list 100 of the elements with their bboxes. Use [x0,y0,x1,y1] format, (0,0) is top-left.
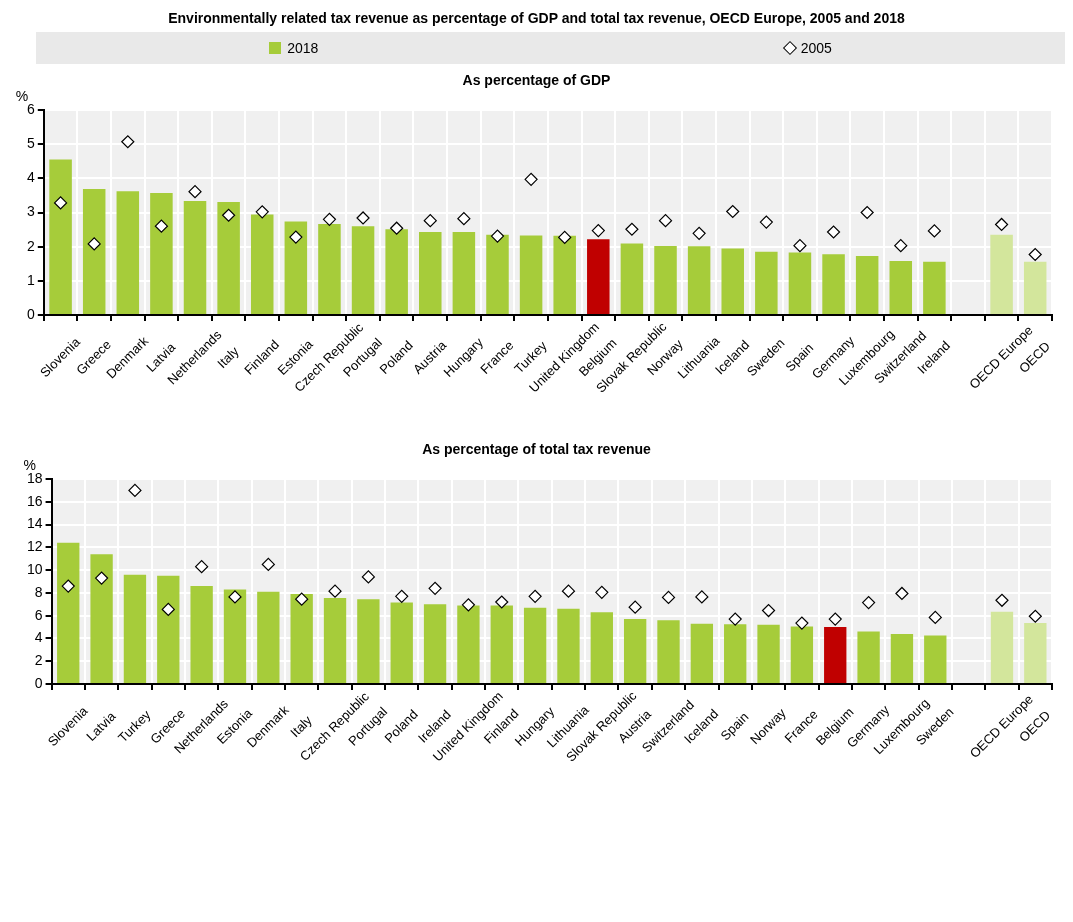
y-tick-label: 2 [26,237,35,254]
point [895,586,909,601]
point [661,590,676,605]
bar [82,188,106,314]
bar [390,602,413,683]
point [1028,247,1042,262]
point [495,595,509,609]
point [528,589,542,603]
point [328,584,342,598]
point [861,595,876,610]
point [994,217,1009,232]
point [121,135,135,149]
bar [855,255,879,314]
point [322,212,337,226]
y-tick-label: 16 [26,492,43,509]
bar [757,624,780,683]
point [228,590,242,604]
point [695,590,709,604]
bar [490,605,513,683]
y-tick-label: 8 [34,583,43,600]
y-axis-title: % [15,87,29,104]
bar [217,201,240,314]
chart-subtitle: As percentage of GDP [461,72,612,88]
bar [587,239,610,314]
y-tick-label: 0 [26,305,35,322]
point [759,215,773,229]
y-tick-label: 4 [26,169,35,186]
bar [457,605,480,683]
point [995,593,1009,607]
chart-title: As percentage of total tax revenue [421,441,652,457]
bar [620,243,644,314]
point [1028,609,1042,623]
bar [351,226,375,314]
bar [157,575,180,683]
bar [250,214,274,314]
point [53,196,68,210]
bar [890,633,914,683]
bar [923,261,946,314]
y-tick-label: 0 [34,674,43,691]
bar [486,234,509,314]
bar [1023,261,1047,314]
point [154,219,169,233]
bar [1024,623,1047,683]
point [461,598,476,612]
bar [857,631,880,683]
point [628,600,642,614]
bar [519,235,543,314]
point [591,224,605,238]
bar [824,627,847,683]
bar [123,574,147,683]
bar [790,626,814,683]
point [558,230,572,245]
bar [116,191,140,314]
point [860,205,874,220]
bar [822,254,845,314]
bar [90,554,113,683]
y-tick-label: 4 [34,629,43,646]
point [188,185,202,199]
point [894,239,908,253]
point [87,237,101,251]
point [423,214,437,228]
point [428,581,442,595]
bar [150,193,173,314]
bar [419,231,442,314]
bar [654,245,677,314]
bar [385,229,408,314]
point [222,208,236,222]
bar [724,624,747,683]
bar [323,598,347,683]
point [726,204,740,219]
bar [357,599,380,683]
y-tick-label: 10 [26,560,43,577]
point [658,214,673,228]
bar [690,623,714,683]
bar [452,231,476,314]
y-tick-label: 14 [26,515,43,532]
point [161,602,175,616]
y-tick-label: 6 [34,606,43,623]
point [793,239,807,253]
y-tick-label: 3 [26,203,35,220]
bar [49,159,72,314]
point [295,592,309,606]
bar [788,252,812,314]
bar [557,608,580,683]
y-tick-label: 6 [26,100,35,117]
point [826,225,841,239]
point [255,205,269,219]
y-tick-label: 2 [34,652,43,669]
point [61,579,75,593]
chart-title: Environmentally related tax revenue as percentage of GDP and total tax revenue, OECD Europe, 2005 and 2018 [167,9,906,28]
bar [687,246,711,314]
bar [889,261,913,314]
point [561,584,576,598]
point [195,560,209,574]
bar [990,234,1013,314]
point [390,221,404,235]
bar [257,591,280,683]
bar [284,221,308,314]
point [927,224,941,238]
point [289,230,303,244]
